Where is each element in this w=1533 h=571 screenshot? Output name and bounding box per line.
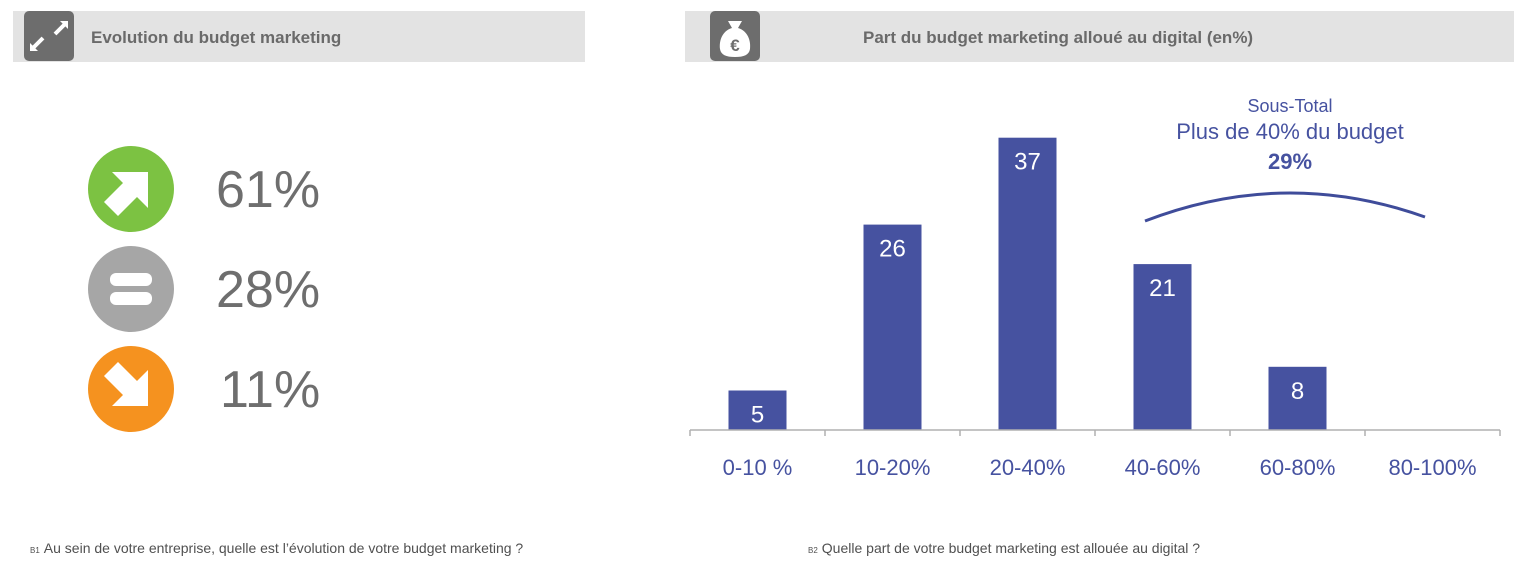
- left-panel-header: Evolution du budget marketing: [13, 11, 585, 62]
- x-tick-label: 20-40%: [990, 455, 1066, 480]
- subtotal-description: Plus de 40% du budget: [1176, 119, 1404, 144]
- equals-icon: [88, 246, 174, 332]
- bar-value-label: 26: [879, 236, 906, 263]
- left-footnote-text: Au sein de votre entreprise, quelle est …: [43, 540, 524, 556]
- x-tick-label: 10-20%: [855, 455, 931, 480]
- bar: [863, 224, 922, 430]
- bar: [1268, 366, 1327, 430]
- arrow-up-right-icon: [88, 146, 174, 232]
- arrow-down-right-icon: [88, 346, 174, 432]
- right-footnote-code: B2: [808, 546, 818, 555]
- subtotal-bracket-arc: [1144, 191, 1426, 223]
- x-tick-label: 80-100%: [1388, 455, 1476, 480]
- right-panel-title: Part du budget marketing alloué au digit…: [863, 28, 1254, 47]
- evolution-decrease-row: 11%: [88, 346, 388, 432]
- bar-value-label: 8: [1291, 378, 1304, 405]
- bar: [1133, 264, 1192, 430]
- left-footnote-code: B1: [30, 546, 40, 555]
- euro-money-bag-icon: €: [710, 11, 760, 61]
- bar-value-label: 21: [1149, 275, 1176, 302]
- x-tick-label: 40-60%: [1125, 455, 1201, 480]
- left-panel-title: Evolution du budget marketing: [91, 28, 342, 47]
- subtotal-label: Sous-Total: [1247, 96, 1332, 116]
- bar-value-label: 37: [1014, 149, 1041, 176]
- svg-text:€: €: [730, 36, 740, 55]
- evolution-stable-row: 28%: [88, 246, 388, 332]
- bar: [998, 137, 1057, 430]
- right-footnote: B2 Quelle part de votre budget marketing …: [808, 540, 1200, 556]
- evolution-stable-value: 28%: [216, 261, 321, 319]
- right-panel-header: € Part du budget marketing alloué au dig…: [685, 11, 1514, 62]
- x-tick-label: 60-80%: [1260, 455, 1336, 480]
- right-footnote-text: Quelle part de votre budget marketing es…: [821, 540, 1201, 556]
- bar-value-label: 5: [751, 402, 764, 429]
- expand-arrows-icon: [24, 11, 74, 61]
- evolution-increase-row: 61%: [88, 146, 388, 232]
- evolution-decrease-value: 11%: [220, 361, 321, 419]
- budget-digital-bar-chart: Sous-Total Plus de 40% du budget 29% 5 26…: [689, 96, 1501, 480]
- bar: [728, 390, 787, 430]
- left-footnote: B1 Au sein de votre entreprise, quelle es…: [30, 540, 523, 556]
- x-tick-label: 0-10 %: [723, 455, 793, 480]
- subtotal-value: 29%: [1268, 149, 1312, 174]
- evolution-increase-value: 61%: [216, 161, 321, 219]
